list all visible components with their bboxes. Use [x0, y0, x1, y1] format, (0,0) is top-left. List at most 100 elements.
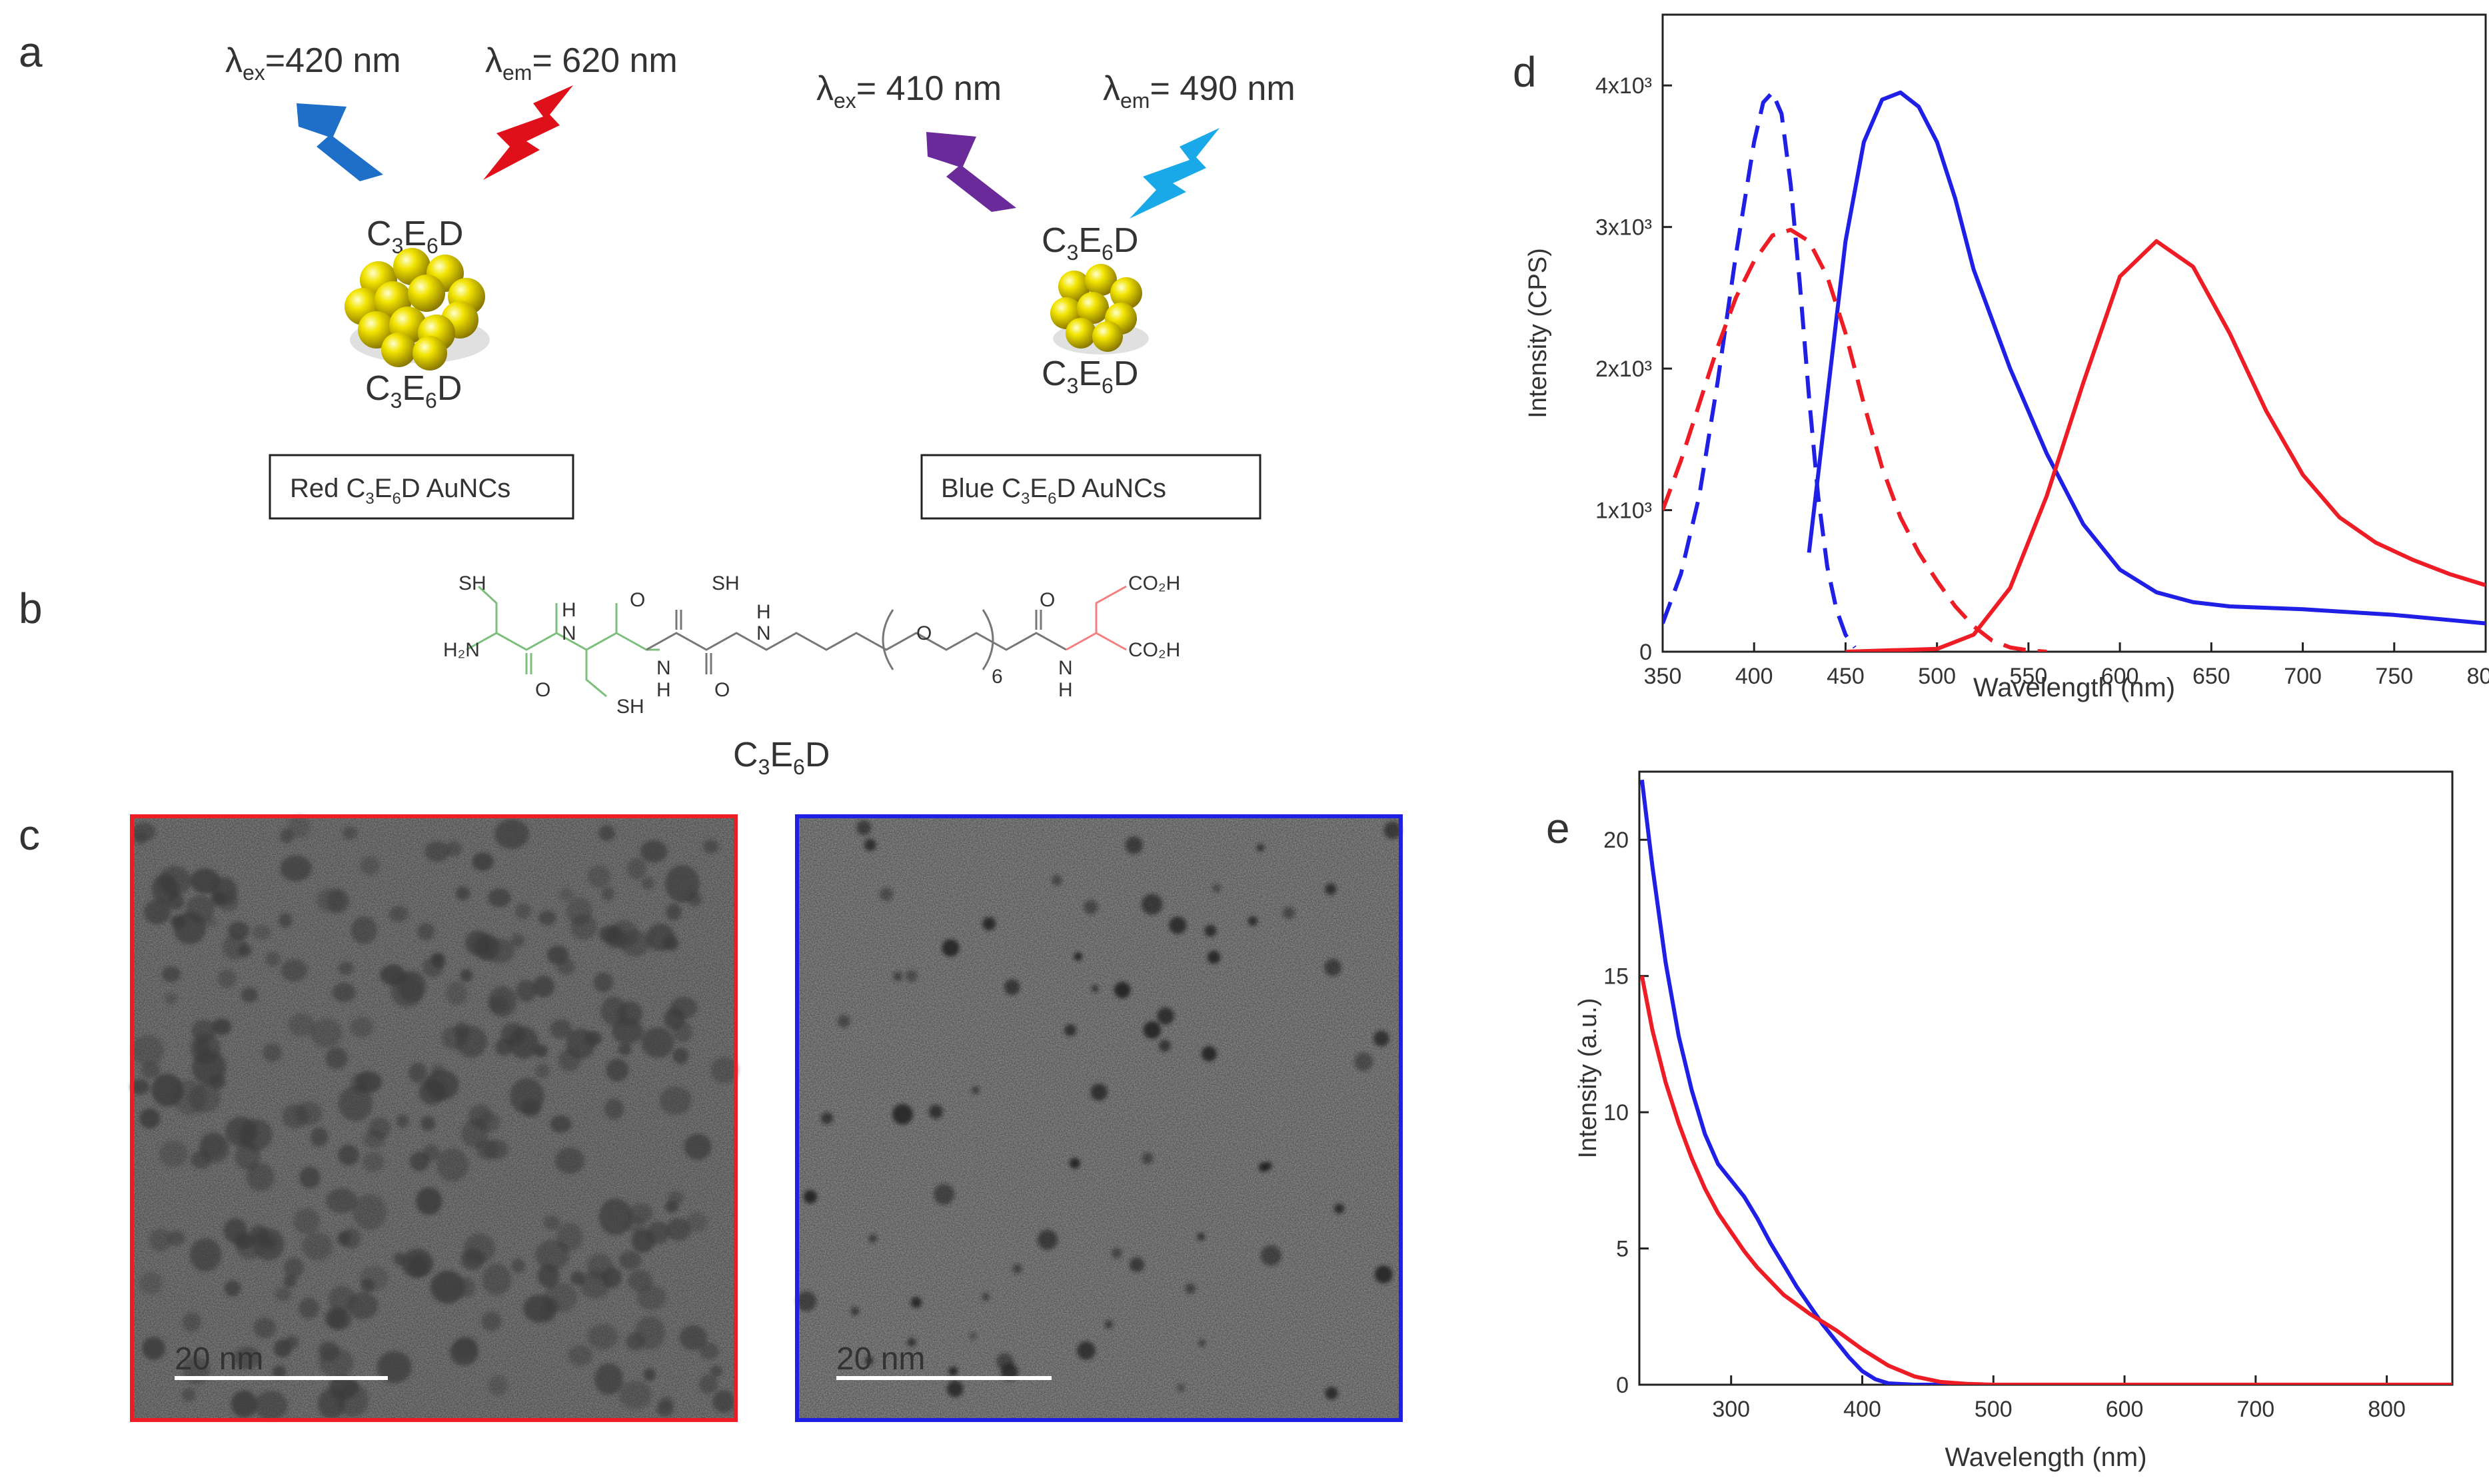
blue-nanoparticle: [1074, 952, 1082, 961]
red-nanoparticle: [584, 1031, 602, 1046]
tem-image-blue: 20 nm: [795, 814, 1403, 1422]
red-excitation-label: λex=420 nm: [225, 41, 401, 85]
blue-nanoparticle: [1383, 822, 1401, 839]
red-nanoparticle: [453, 1336, 478, 1358]
red-nanoparticle: [396, 1114, 409, 1128]
red-nanoparticle: [472, 852, 494, 871]
red-nanoparticle: [556, 1222, 583, 1251]
red-nanoparticle: [190, 868, 221, 894]
atom-o-1: O: [535, 679, 550, 701]
red-nanoparticle: [161, 966, 181, 983]
red-nanoparticle: [538, 910, 556, 926]
red-nanoparticle: [684, 1133, 712, 1160]
red-nanoparticle: [611, 1018, 644, 1044]
red-nanoparticle: [417, 922, 435, 941]
red-nanoparticle: [139, 1271, 163, 1295]
repeat-subscript: 6: [992, 666, 1003, 688]
y-tick-label-e: 10: [1603, 1100, 1629, 1125]
red-nanoparticle: [362, 1151, 385, 1172]
blue-nanoparticle: [850, 1307, 860, 1315]
red-nanoparticle: [598, 825, 615, 842]
blue-nanoparticle: [1064, 1024, 1077, 1037]
x-tick-label-d: 800: [2467, 664, 2489, 689]
red-nanoparticle: [601, 886, 615, 901]
red-nanoparticle: [629, 1203, 653, 1223]
red-nanoparticle: [420, 1115, 436, 1131]
red-nanoparticle: [231, 1390, 257, 1418]
x-tick-label-e: 600: [2106, 1397, 2144, 1422]
blue-nanoparticle: [1111, 1247, 1122, 1259]
red-nanoparticle: [666, 1217, 691, 1241]
blue-nanoparticle: [1037, 1229, 1058, 1250]
red-nanoparticle: [554, 1147, 585, 1174]
red-nanoparticle: [318, 1341, 339, 1361]
blue-nanoparticle: [1004, 979, 1020, 996]
red-nanoparticle: [223, 1218, 247, 1243]
atom-nh-4-n: N: [1058, 657, 1073, 679]
c3e6d-caption: C3E6D: [733, 736, 830, 779]
atom-sh-3: SH: [712, 572, 740, 594]
red-gold-nanocluster: [345, 248, 490, 371]
panel-c-label: c: [19, 811, 40, 859]
red-nanoparticle: [288, 1013, 315, 1037]
red-nanoparticle: [446, 841, 462, 857]
blue-nanoparticle: [837, 1015, 850, 1028]
red-nanoparticle: [686, 1212, 708, 1232]
red-nanoparticle: [139, 1108, 161, 1129]
red-nanoparticle: [132, 822, 156, 842]
atom-nh-3-n: N: [756, 622, 771, 644]
atom-o-2: O: [630, 589, 645, 611]
red-nanoparticle: [422, 957, 444, 978]
atom-h2n: H₂N: [443, 639, 480, 661]
x-tick-label-d: 550: [2010, 664, 2048, 689]
series-line-d-1: [1807, 90, 2486, 626]
x-tick-label-d: 450: [1827, 664, 1865, 689]
blue-nanoparticle: [1212, 884, 1221, 893]
blue-nanoparticle: [982, 1293, 990, 1301]
blue-excitation-label: λex= 410 nm: [816, 69, 1002, 113]
blue-nanoparticle: [1207, 950, 1221, 964]
x-tick-label-d: 350: [1644, 664, 1682, 689]
blue-nanoparticles: [796, 820, 1401, 1400]
plot-frame-d: [1661, 13, 2487, 653]
red-nanoparticle: [317, 888, 346, 913]
red-nanoparticle: [142, 1337, 166, 1360]
red-nanoparticle: [566, 897, 592, 925]
red-nanoparticle: [141, 1062, 161, 1079]
blue-nanoparticle: [1198, 1339, 1206, 1347]
red-nanoparticle: [275, 1287, 292, 1301]
red-nanoparticle: [532, 976, 555, 998]
red-nanoparticle: [646, 1221, 670, 1245]
red-nanoparticle: [338, 962, 354, 976]
red-nanoparticle: [619, 1381, 652, 1409]
red-nanoparticle: [189, 1238, 222, 1272]
red-nanoparticle: [279, 912, 293, 928]
red-nanoparticle: [302, 1232, 333, 1261]
blue-nanoparticle: [1197, 1233, 1206, 1241]
red-nanoparticle: [424, 841, 450, 862]
red-nanoparticle: [672, 1048, 689, 1064]
red-nanoparticle: [295, 1101, 323, 1125]
blue-nanoparticle: [1142, 894, 1163, 916]
red-nanoparticle: [182, 1312, 201, 1332]
red-nanoparticle: [510, 1078, 544, 1115]
red-nanoparticle: [430, 1270, 465, 1304]
blue-nanoparticle: [1256, 844, 1265, 852]
blue-nanoparticle: [1204, 924, 1217, 937]
y-tick-label-d: 2x10³: [1595, 357, 1652, 382]
red-nanoparticle: [299, 1297, 319, 1319]
red-nanoparticle: [461, 1119, 488, 1148]
red-nanoparticle: [254, 1391, 288, 1420]
red-nanoparticle: [165, 992, 178, 1005]
blue-nanoparticle: [1260, 1245, 1281, 1266]
red-nanoparticle: [159, 1140, 189, 1167]
red-nanoparticle: [149, 1228, 172, 1252]
red-nanoparticle: [360, 856, 380, 876]
red-nanoparticle: [456, 1277, 476, 1298]
blue-nanoparticle: [1090, 1084, 1108, 1101]
atom-co2h-1: CO₂H: [1128, 572, 1180, 594]
x-axis-label-e: Wavelength (nm): [1945, 1443, 2146, 1472]
red-nanoparticle: [617, 1001, 643, 1026]
red-nanoparticle: [401, 1248, 434, 1278]
x-tick-label-e: 300: [1712, 1397, 1750, 1422]
